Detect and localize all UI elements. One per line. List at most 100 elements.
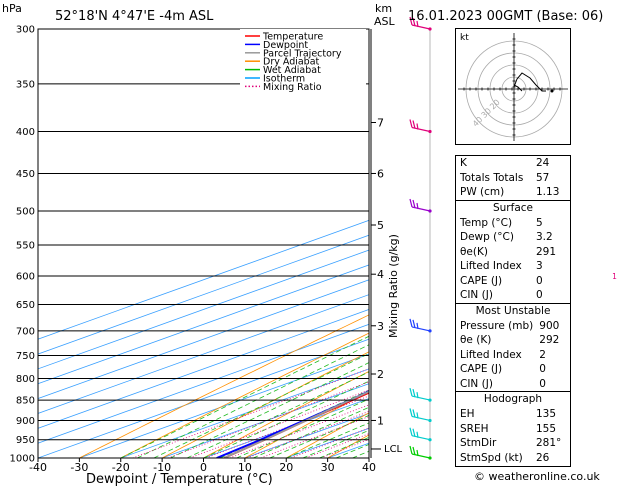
- header-location: 52°18'N 4°47'E -4m ASL: [55, 9, 214, 24]
- basic-index-label: Totals Totals: [460, 171, 524, 184]
- wet-adiabat-line: [253, 406, 369, 458]
- wet-adiabat-line: [137, 344, 369, 458]
- y-axis-right-label: Mixing Ratio (g/kg): [387, 234, 400, 338]
- legend-item-label: Wet Adiabat: [263, 65, 321, 76]
- wind-barb: [409, 427, 432, 442]
- surface-index-label: Temp (°C): [460, 216, 513, 229]
- header-units-left: hPa: [2, 2, 22, 15]
- dry-adiabat-line: [286, 412, 369, 458]
- surface-index-value: 291: [536, 245, 557, 258]
- surface-index-label: CAPE (J): [460, 274, 503, 287]
- pressure-tick-label: 750: [16, 351, 35, 362]
- km-tick-label: 6: [377, 167, 384, 180]
- hodograph-index-label: EH: [460, 408, 475, 420]
- surface-index-row: Dewp (°C) 3.2: [456, 230, 570, 245]
- km-tick-label: 5: [377, 219, 384, 232]
- isotherm-line: [38, 294, 369, 414]
- basic-index-row: PW (cm) 1.13: [456, 185, 570, 200]
- isotherm-line: [38, 338, 369, 458]
- hodograph-index-label: StmDir: [460, 437, 497, 449]
- isotherm-line: [79, 353, 369, 458]
- km-tick-label: 7: [377, 116, 384, 129]
- basic-index-row: Totals Totals 57: [456, 171, 570, 186]
- dry-adiabat-line: [244, 391, 369, 458]
- pressure-tick-label: 900: [16, 416, 35, 427]
- wet-adiabat-line: [120, 335, 369, 458]
- pressure-tick-label: 300: [16, 25, 35, 36]
- surface-table: Temp (°C) 5 Dewp (°C) 3.2 θe(K) 291 Lifted Ind…: [456, 216, 570, 303]
- x-axis-label: Dewpoint / Temperature (°C): [86, 472, 273, 486]
- dry-adiabat-line: [79, 314, 369, 458]
- x-tick-label: -40: [29, 461, 47, 474]
- wind-barb: [409, 387, 432, 402]
- most-unstable-index-label: θe (K): [460, 334, 492, 346]
- plot-frame: [37, 28, 370, 459]
- hodograph-index-row: StmDir 281°: [456, 436, 570, 451]
- pressure-tick-label: 600: [16, 271, 35, 282]
- basic-index-label: PW (cm): [460, 186, 505, 198]
- x-tick-label: -30: [70, 461, 88, 474]
- x-tick-label: -20: [112, 461, 130, 474]
- most-unstable-index-label: Lifted Index: [460, 348, 522, 361]
- pressure-tick-label: 850: [16, 396, 35, 407]
- legend-item-label: Parcel Trajectory: [263, 48, 342, 59]
- most-unstable-table: Pressure (mb) 900 θe (K) 292 Lifted Index 2 CA…: [456, 319, 570, 392]
- header-units-km: km: [375, 2, 392, 15]
- isotherm-line: [38, 323, 369, 444]
- surface-index-label: Lifted Index: [460, 260, 522, 272]
- isotherm-line: [244, 413, 369, 458]
- most-unstable-index-value: 0: [539, 363, 546, 375]
- pressure-tick-label: 800: [16, 374, 35, 385]
- wind-barb: [409, 198, 432, 213]
- wind-barb: [409, 119, 432, 134]
- surface-index-label: CIN (J): [460, 289, 493, 301]
- hodograph-index-value: 155: [536, 422, 557, 435]
- mixing-ratio-label: 1: [612, 272, 617, 281]
- hodograph-trace: [513, 72, 546, 92]
- dry-adiabat-line: [161, 351, 369, 458]
- hodograph-unit: kt: [460, 33, 469, 43]
- legend-item-label: Mixing Ratio: [263, 82, 322, 93]
- x-tick-label: 10: [238, 461, 252, 474]
- hodograph-index-value: 135: [536, 408, 557, 420]
- hodograph-index-value: 26: [536, 451, 550, 464]
- surface-title: Surface: [456, 199, 570, 216]
- wet-adiabat-line: [269, 414, 369, 458]
- basic-index-row: K 24: [456, 156, 570, 171]
- dry-adiabat-line: [120, 332, 369, 458]
- surface-index-value: 5: [536, 216, 543, 229]
- header-datetime: 16.01.2023 00GMT (Base: 06): [408, 9, 603, 24]
- most-unstable-index-value: 0: [539, 377, 546, 390]
- isotherm-line: [38, 219, 369, 340]
- pressure-tick-label: 450: [16, 169, 35, 180]
- wind-barb: [409, 16, 432, 31]
- most-unstable-index-label: CIN (J): [460, 377, 493, 390]
- hodograph-index-row: StmSpd (kt) 26: [456, 451, 570, 466]
- surface-index-value: 0: [536, 274, 543, 287]
- x-tick-label: 40: [362, 461, 376, 474]
- isotherm-line: [38, 234, 369, 355]
- hodograph-index-label: SREH: [460, 422, 489, 435]
- surface-index-value: 3: [536, 260, 543, 272]
- most-unstable-index-label: Pressure (mb): [460, 319, 534, 332]
- surface-index-row: θe(K) 291: [456, 245, 570, 260]
- wind-barb: [409, 318, 432, 333]
- x-tick-label: 30: [321, 461, 335, 474]
- most-unstable-index-row: Lifted Index 2: [456, 348, 570, 363]
- wet-adiabat-line: [236, 398, 369, 458]
- indices-panel: K 24 Totals Totals 57 PW (cm) 1.13 Surface Te…: [455, 155, 571, 467]
- most-unstable-index-value: 900: [539, 319, 560, 332]
- dry-adiabat-line: [617, 29, 629, 458]
- wet-adiabat-line: [203, 380, 369, 458]
- most-unstable-index-label: CAPE (J): [460, 363, 503, 375]
- pressure-tick-label: 400: [16, 127, 35, 138]
- hodograph-index-value: 281°: [536, 437, 562, 449]
- pressure-tick-label: 650: [16, 300, 35, 311]
- most-unstable-title: Most Unstable: [456, 302, 570, 319]
- pressure-tick-label: 700: [16, 326, 35, 337]
- most-unstable-index-row: Pressure (mb) 900: [456, 319, 570, 334]
- dry-adiabat-line: [576, 29, 629, 458]
- x-tick-label: -10: [153, 461, 171, 474]
- dry-adiabat-line: [203, 370, 369, 458]
